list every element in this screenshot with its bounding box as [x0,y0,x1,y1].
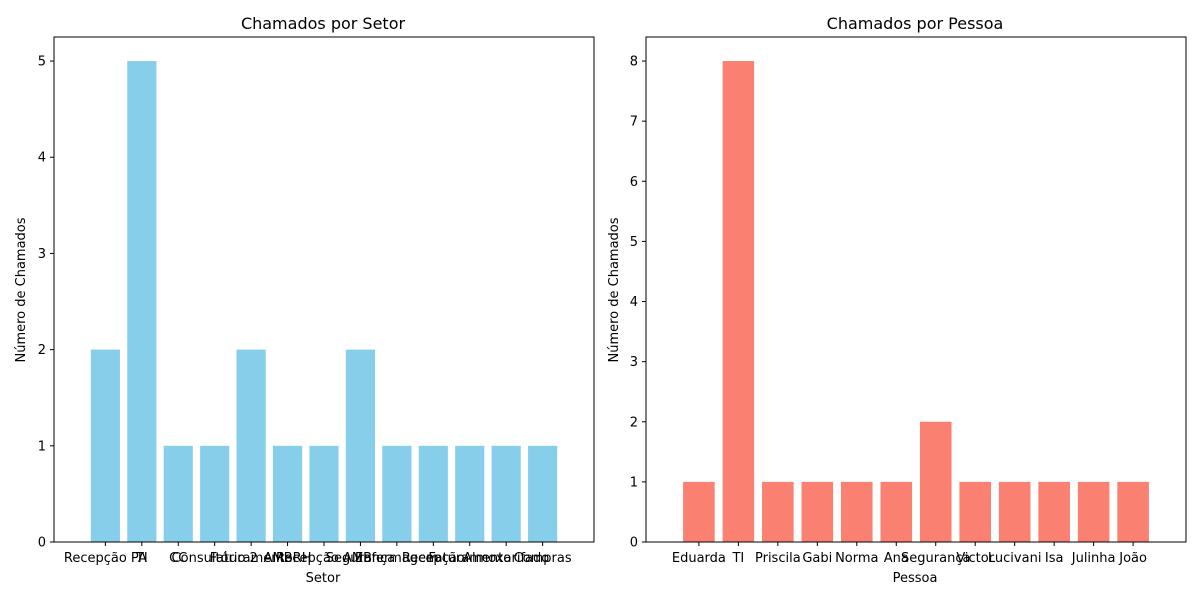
y-tick-label: 7 [630,115,638,130]
bar [528,445,558,542]
bar [345,349,376,542]
plot-area: 0 1 2 3 4 5 6 7 8 Eduarda TI Priscila Gabi Norma AnaSe… [630,36,1187,566]
x-tick-label: TI [731,551,744,566]
x-tick-label: Recepção AMB [276,551,372,566]
x-tick-label: Isa [1045,551,1064,566]
bar [801,481,834,542]
chart-title: Chamados por Setor [241,14,406,33]
x-tick-label: TI [135,551,148,566]
bar [127,61,157,543]
bar [236,349,266,542]
y-tick-label: 1 [630,475,638,490]
bar [455,445,485,542]
x-tick-label: Faturamento [428,551,511,566]
x-tick-label: CC [169,551,187,566]
bar [1117,481,1149,542]
bar [1038,481,1070,542]
y-tick-label: 2 [38,343,46,358]
bar [998,481,1031,542]
y-tick-label: 0 [630,536,638,551]
x-tick-label: Faturamento [210,551,293,566]
y-tick-label: 8 [630,55,638,70]
y-tick-label: 3 [38,247,46,262]
x-axis-label: Setor [306,571,341,586]
x-tick-label: Priscila [755,551,801,566]
bar [880,481,913,542]
y-axis-label: Número de Chamados [14,217,29,362]
x-tick-label: Consultório 2 [172,551,258,566]
bar [272,445,303,542]
bar [418,445,448,542]
x-tick-label: Ana [884,551,909,566]
x-tick-label: Eduarda [672,551,726,566]
y-tick-label: 2 [630,415,638,430]
bar [200,445,230,542]
x-tick-label: AMBRH [264,551,312,566]
x-tick-label: Recepção [402,551,465,566]
bar [163,445,193,542]
y-tick-label: 6 [630,175,638,190]
x-tick-label: Segurança [326,551,395,566]
y-tick-label: 1 [38,439,46,454]
y-tick-label: 3 [630,355,638,370]
bar [683,481,715,542]
bar [959,481,991,542]
bar [382,445,412,542]
bar [722,61,755,543]
x-tick-label: Compras [514,551,572,566]
y-tick-label: 4 [630,295,638,310]
x-tick-label: Recepção PA [64,551,147,566]
bar [309,445,339,542]
bar [90,349,120,542]
bar [491,445,521,542]
bar [841,481,873,542]
x-tick-label: Enfermagem [355,551,439,566]
x-axis-label: Pessoa [893,571,938,586]
y-tick-label: 5 [38,55,46,70]
bar [1077,481,1110,542]
x-tick-label: Norma [835,551,878,566]
x-tick-label: Segurança [901,551,970,566]
x-tick-label: Lucivani [988,551,1042,566]
x-tick-label: João [1118,551,1147,566]
y-tick-label: 0 [38,536,46,551]
chart-title: Chamados por Pessoa [827,14,1004,33]
x-tick-label: Almoxarifado [463,551,549,566]
x-tick-label: Victor [956,551,994,566]
bar [762,481,794,542]
x-tick-label: Gabi [802,551,832,566]
bar [919,421,952,542]
x-tick-label: Julinha [1071,551,1116,566]
chart-pessoa: Chamados por Pessoa 0 1 2 3 4 5 6 7 8 Eduarda TI Pr… [607,14,1187,586]
y-tick-label: 4 [38,151,46,166]
y-tick-label: 5 [630,235,638,250]
y-axis-label: Número de Chamados [607,217,622,362]
plot-frame [645,36,1187,543]
